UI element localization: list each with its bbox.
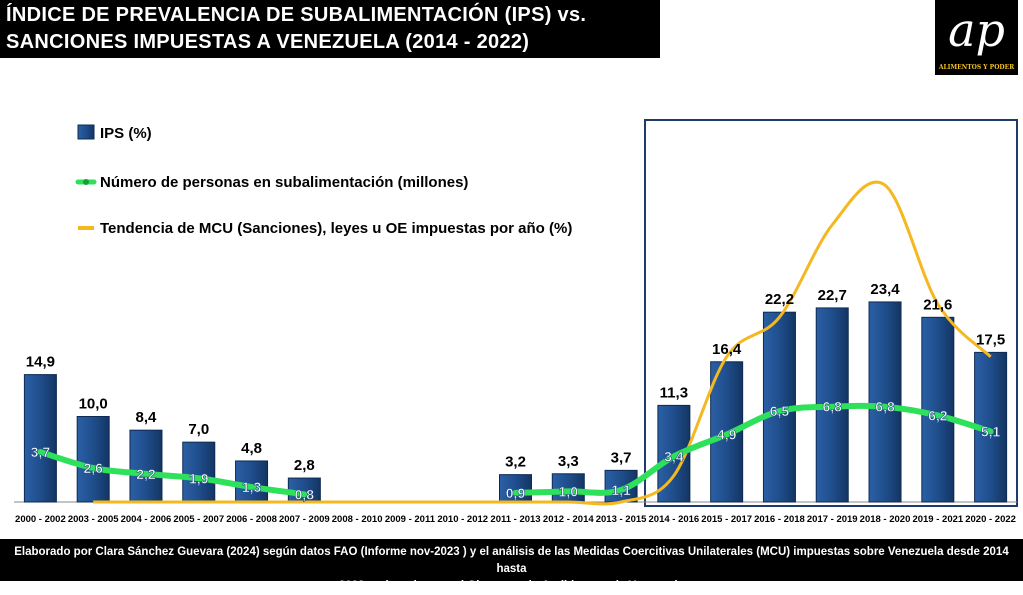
bar-label-18: 17,5 [976,331,1005,348]
title-line-2: SANCIONES IMPUESTAS A VENEZUELA (2014 - … [6,31,530,53]
bar-label-16: 23,4 [870,281,900,298]
bar-label-14: 22,2 [765,291,794,308]
bar-label-0: 14,9 [26,354,55,371]
bar-label-4: 4,8 [241,440,262,457]
footer-line-1: Elaborado por Clara Sánchez Guevara (202… [14,546,1009,575]
series-line-sanctions [93,180,992,506]
people-label-13: 4,9 [717,426,737,442]
bar-ips-1 [76,416,110,503]
x-tick-label-4: 2006 - 2008 [226,514,277,525]
bar-label-2: 8,4 [136,409,158,426]
people-label-1: 2,6 [83,460,103,476]
source-footer: Elaborado por Clara Sánchez Guevara (202… [0,539,1023,592]
bar-label-12: 11,3 [660,384,688,401]
x-tick-label-13: 2015 - 2017 [701,514,752,525]
x-tick-label-11: 2013 - 2015 [596,514,647,525]
logo-monogram: ap [948,3,1005,57]
bar-ips-16 [868,301,902,503]
people-label-0: 3,7 [31,444,51,460]
people-label-12: 3,4 [664,448,684,464]
title-line-1: ÍNDICE DE PREVALENCIA DE SUBALIMENTACIÓN… [6,4,587,26]
people-label-2: 2,2 [136,466,156,482]
legend-label-gold: Tendencia de MCU (Sanciones), leyes u OE… [100,220,572,237]
people-label-15: 6,8 [823,399,843,415]
x-tick-label-15: 2017 - 2019 [807,514,858,525]
bar-ips-2 [129,429,163,503]
people-label-10: 1,0 [559,483,579,499]
people-label-18: 5,1 [981,424,1001,440]
x-tick-label-10: 2012 - 2014 [543,514,594,525]
x-tick-label-6: 2008 - 2010 [332,514,383,525]
x-tick-label-9: 2011 - 2013 [490,514,540,525]
x-tick-label-16: 2018 - 2020 [860,514,911,525]
x-tick-label-3: 2005 - 2007 [173,514,224,525]
people-label-14: 6,5 [770,403,790,419]
x-tick-label-0: 2000 - 2002 [15,514,66,525]
bar-label-17: 21,6 [923,296,952,313]
people-label-3: 1,9 [189,470,209,486]
people-label-17: 6,2 [928,407,948,423]
x-tick-label-18: 2020 - 2022 [965,514,1016,525]
x-tick-label-14: 2016 - 2018 [754,514,805,525]
bar-ips-4 [235,460,269,503]
people-label-11: 1,1 [611,482,631,498]
chart-title: ÍNDICE DE PREVALENCIA DE SUBALIMENTACIÓN… [0,0,660,58]
bar-ips-17 [921,316,955,503]
people-label-16: 6,8 [875,399,895,415]
brand-logo: ap ALIMENTOS Y PODER [935,0,1018,75]
bar-label-1: 10,0 [79,396,108,413]
bar-label-15: 22,7 [818,287,847,304]
legend-label-ips: IPS (%) [100,125,152,142]
bar-ips-10 [551,473,585,503]
bar-ips-9 [499,474,532,503]
bar-label-9: 3,2 [505,454,526,471]
x-tick-label-7: 2009 - 2011 [385,514,436,525]
x-tick-label-17: 2019 - 2021 [912,514,963,525]
legend-marker-green [83,179,89,185]
bar-ips-0 [23,374,57,503]
x-tick-label-2: 2004 - 2006 [121,514,172,525]
series-line-people-0 [37,448,308,498]
bar-label-13: 16,4 [712,341,742,358]
legend-swatch-ips [77,124,95,140]
legend: IPS (%) Número de personas en subaliment… [75,124,572,237]
chart-canvas: 14,9 10,0 8,4 7,0 4,8 2,8 3,2 3,3 3,7 11,3 16,4 22,… [14,119,1018,525]
bar-ips-3 [182,441,216,503]
x-tick-label-12: 2014 - 2016 [649,514,700,525]
bar-label-10: 3,3 [558,453,579,470]
legend-label-green: Número de personas en subalimentación (m… [100,174,468,191]
x-tick-label-5: 2007 - 2009 [279,514,330,525]
logo-tagline: ALIMENTOS Y PODER [938,64,1015,71]
highlight-frame [644,119,1018,507]
x-tick-label-1: 2003 - 2005 [68,514,119,525]
people-label-9: 0,9 [506,485,526,501]
bar-label-5: 2,8 [294,457,315,474]
people-label-4: 1,3 [242,479,262,495]
x-tick-label-8: 2010 - 2012 [437,514,488,525]
bar-label-11: 3,7 [611,449,632,466]
people-label-5: 0,8 [295,486,315,502]
bar-label-3: 7,0 [188,421,209,438]
series-line-people-1 [512,402,994,496]
